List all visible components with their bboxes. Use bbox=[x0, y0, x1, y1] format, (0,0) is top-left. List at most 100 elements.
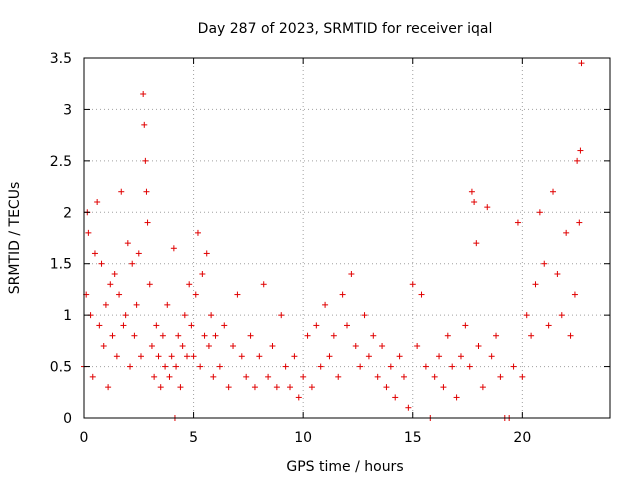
data-point bbox=[181, 312, 188, 319]
data-point bbox=[131, 332, 138, 339]
data-point bbox=[295, 394, 302, 401]
data-point bbox=[282, 363, 289, 370]
plot-area-border bbox=[83, 57, 611, 419]
data-point bbox=[278, 312, 285, 319]
chart-title: Day 287 of 2023, SRMTID for receiver iqa… bbox=[198, 21, 493, 37]
data-point bbox=[210, 373, 217, 380]
data-point bbox=[322, 301, 329, 308]
data-point bbox=[212, 332, 219, 339]
data-point bbox=[444, 332, 451, 339]
data-point bbox=[85, 229, 92, 236]
data-point bbox=[528, 332, 535, 339]
data-point bbox=[170, 245, 177, 252]
data-point bbox=[113, 353, 120, 360]
data-point bbox=[374, 373, 381, 380]
data-point bbox=[109, 332, 116, 339]
data-point bbox=[96, 322, 103, 329]
y-axis-ticks: 0 0.5 1 1.5 2 2.5 3 3.5 bbox=[50, 51, 610, 427]
data-point bbox=[273, 384, 280, 391]
data-point bbox=[488, 353, 495, 360]
y-tick-label: 1 bbox=[63, 308, 72, 324]
data-point bbox=[519, 373, 526, 380]
data-point bbox=[151, 373, 158, 380]
data-point bbox=[574, 157, 581, 164]
x-axis-ticks: 0 5 10 15 20 bbox=[80, 58, 531, 446]
data-point bbox=[146, 281, 153, 288]
data-point bbox=[216, 363, 223, 370]
data-point bbox=[190, 353, 197, 360]
data-point bbox=[184, 353, 191, 360]
data-point bbox=[124, 240, 131, 247]
data-point bbox=[118, 188, 125, 195]
data-point bbox=[111, 271, 118, 277]
data-point bbox=[192, 291, 199, 298]
data-point bbox=[304, 332, 311, 339]
data-point bbox=[98, 260, 105, 267]
data-point bbox=[120, 322, 127, 329]
data-point bbox=[449, 363, 456, 370]
data-point bbox=[243, 373, 250, 380]
data-point bbox=[269, 343, 276, 349]
data-point bbox=[326, 353, 333, 360]
data-point bbox=[179, 343, 186, 349]
data-point bbox=[361, 312, 368, 319]
data-point bbox=[468, 188, 475, 195]
data-point bbox=[536, 209, 543, 216]
data-point bbox=[300, 373, 307, 380]
data-point bbox=[201, 332, 208, 339]
data-point bbox=[379, 343, 386, 349]
data-point bbox=[230, 343, 237, 349]
data-point bbox=[554, 271, 561, 277]
data-point bbox=[558, 312, 565, 319]
data-point bbox=[153, 322, 160, 329]
data-point bbox=[414, 343, 421, 349]
data-point bbox=[479, 384, 486, 391]
data-point bbox=[436, 353, 443, 360]
data-point bbox=[162, 363, 169, 370]
x-tick-label: 5 bbox=[189, 430, 198, 446]
data-point bbox=[265, 373, 272, 380]
data-point bbox=[251, 384, 258, 391]
data-point bbox=[357, 363, 364, 370]
data-point bbox=[545, 322, 552, 329]
data-point bbox=[135, 250, 142, 257]
data-point bbox=[260, 281, 267, 288]
data-point bbox=[396, 353, 403, 360]
data-point bbox=[203, 250, 210, 257]
data-point bbox=[400, 373, 407, 380]
data-point bbox=[473, 240, 480, 247]
data-point bbox=[457, 353, 464, 360]
data-point bbox=[142, 157, 149, 164]
data-point bbox=[514, 219, 521, 226]
data-point bbox=[576, 219, 583, 226]
data-point bbox=[194, 229, 201, 236]
data-point bbox=[129, 260, 136, 267]
data-point bbox=[247, 332, 254, 339]
data-point bbox=[453, 394, 460, 401]
x-tick-label: 15 bbox=[404, 430, 422, 446]
data-point bbox=[175, 332, 182, 339]
y-axis-title: SRMTID / TECUs bbox=[7, 182, 23, 295]
data-point bbox=[221, 322, 228, 329]
data-point bbox=[155, 353, 162, 360]
data-point bbox=[387, 363, 394, 370]
x-tick-label: 0 bbox=[80, 430, 89, 446]
x-axis-title: GPS time / hours bbox=[286, 459, 403, 475]
data-point bbox=[510, 363, 517, 370]
data-point bbox=[116, 291, 123, 298]
data-point bbox=[105, 384, 112, 391]
data-point bbox=[344, 322, 350, 329]
data-point bbox=[431, 373, 438, 380]
data-point bbox=[578, 60, 585, 67]
y-tick-label: 2.5 bbox=[50, 154, 72, 170]
data-point bbox=[205, 343, 212, 349]
data-point bbox=[225, 384, 232, 391]
data-point bbox=[122, 312, 129, 319]
y-tick-label: 3.5 bbox=[50, 51, 72, 67]
data-point bbox=[137, 353, 144, 360]
data-point bbox=[567, 332, 574, 339]
data-point bbox=[143, 188, 150, 195]
data-point bbox=[523, 312, 530, 319]
data-point bbox=[177, 384, 184, 391]
